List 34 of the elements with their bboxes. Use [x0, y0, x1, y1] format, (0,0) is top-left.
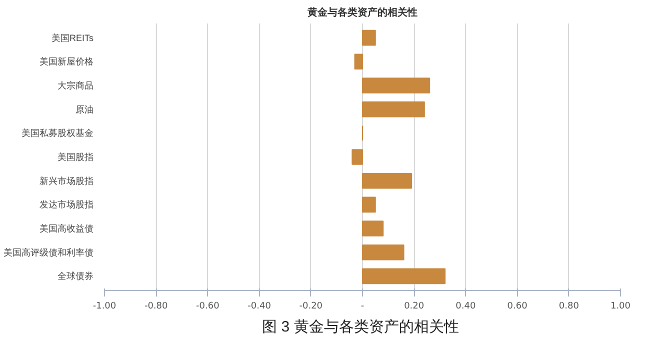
caption: 图 3 黄金与各类资产的相关性 [262, 318, 459, 336]
chart-title: 黄金与各类资产的相关性 [306, 6, 418, 18]
bar [352, 149, 363, 165]
bar [362, 244, 404, 260]
x-tick-label: 0.60 [507, 302, 528, 312]
x-tick-label: 0.20 [404, 302, 424, 312]
y-tick-label: 大宗商品 [58, 80, 94, 90]
y-tick-label: 美国股指 [58, 152, 94, 162]
y-tick-label: 美国REITs [51, 32, 94, 43]
y-tick-label: 新兴市场股指 [40, 176, 94, 186]
bar [362, 78, 430, 94]
x-tick-label: 0.40 [456, 302, 476, 312]
bar [362, 196, 376, 213]
y-tick-label: 美国私募股权基金 [22, 128, 94, 138]
y-tick-label: 全球债券 [58, 271, 94, 282]
y-tick-label: 美国高收益债 [40, 224, 94, 234]
x-tick-label: 1.00 [610, 302, 631, 312]
bar [362, 268, 446, 284]
y-tick-label: 发达市场股指 [40, 200, 94, 210]
x-tick-label: -0.40 [248, 302, 272, 312]
bar [362, 30, 376, 46]
x-tick-label: -0.20 [299, 302, 323, 312]
y-tick-label: 原油 [76, 104, 94, 114]
bar [362, 172, 412, 189]
y-tick-label: 美国新屋价格 [40, 56, 94, 67]
x-tick-label: -0.60 [196, 302, 220, 312]
y-tick-label: 美国高评级债和利率债 [4, 247, 94, 258]
x-tick-label: -1.00 [92, 302, 116, 312]
x-tick-label: 0.80 [558, 302, 580, 312]
x-tick-label: -0.80 [144, 302, 168, 312]
bar [354, 54, 363, 70]
x-tick-label: - [360, 302, 364, 312]
bar [362, 220, 384, 236]
bar [362, 101, 425, 118]
